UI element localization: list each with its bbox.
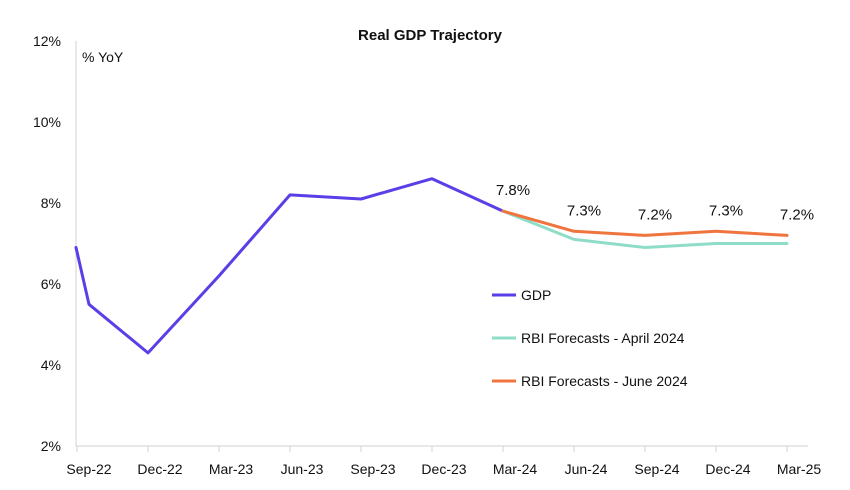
x-tick-label: Dec-23: [421, 461, 466, 477]
y-tick-label: 12%: [33, 33, 61, 49]
data-label: 7.2%: [638, 206, 672, 223]
legend-label: RBI Forecasts - April 2024: [521, 330, 685, 346]
x-tick-label: Jun-24: [565, 461, 608, 477]
y-axis-label: % YoY: [82, 49, 124, 65]
y-tick-label: 4%: [41, 357, 61, 373]
y-tick-label: 8%: [41, 195, 61, 211]
x-tick-label: Sep-24: [634, 461, 679, 477]
x-tick-label: Mar-24: [493, 461, 538, 477]
x-tick-label: Mar-25: [777, 461, 822, 477]
x-tick-label: Jun-23: [281, 461, 324, 477]
data-label: 7.2%: [780, 206, 814, 223]
legend-label: RBI Forecasts - June 2024: [521, 373, 688, 389]
legend-label: GDP: [521, 287, 551, 303]
x-tick-label: Dec-22: [137, 461, 182, 477]
series-line-1: [74, 177, 505, 355]
x-tick-label: Sep-22: [66, 461, 111, 477]
chart-title: Real GDP Trajectory: [358, 27, 503, 44]
x-tick-label: Sep-23: [350, 461, 395, 477]
x-tick-label: Mar-23: [209, 461, 254, 477]
y-tick-label: 2%: [41, 438, 61, 454]
data-label: 7.3%: [567, 202, 601, 219]
series-line-2: [501, 209, 789, 249]
y-tick-label: 6%: [41, 276, 61, 292]
x-tick-label: Dec-24: [705, 461, 750, 477]
y-tick-label: 10%: [33, 114, 61, 130]
data-label: 7.8%: [496, 182, 530, 199]
series-line-3: [501, 209, 789, 237]
data-label: 7.3%: [709, 202, 743, 219]
